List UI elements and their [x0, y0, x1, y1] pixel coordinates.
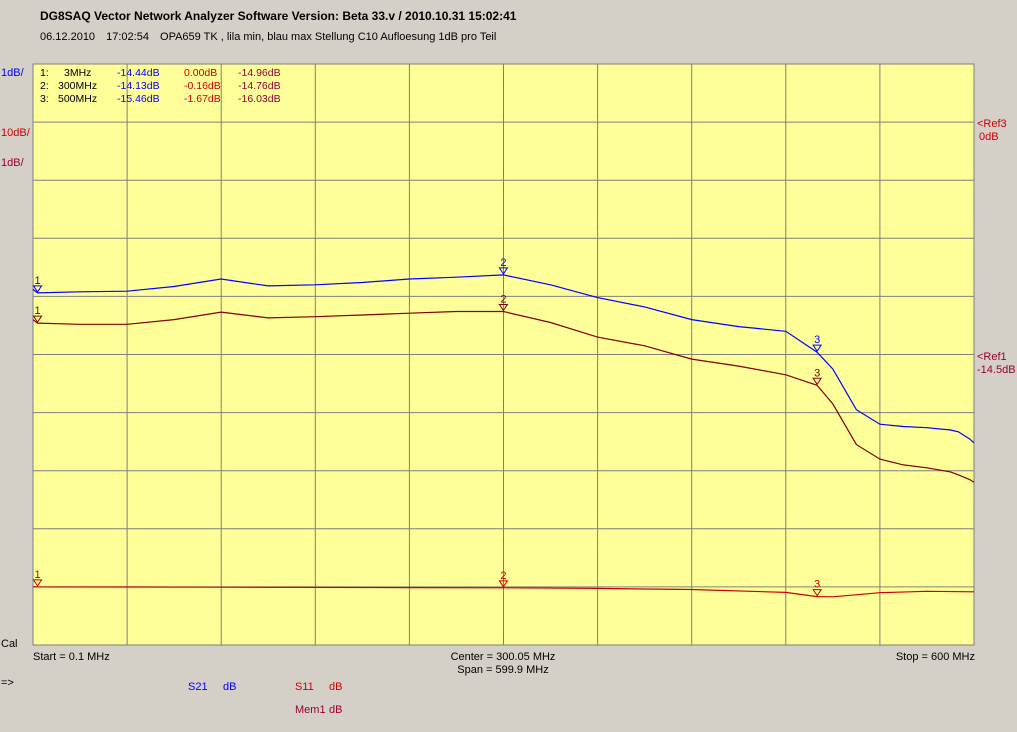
marker-idx: 2: [40, 80, 49, 92]
time-label: 17:02:54 [106, 31, 149, 43]
marker-triangle-3 [812, 344, 823, 353]
date-label: 06.12.2010 [40, 31, 96, 43]
marker-number-2: 2 [500, 294, 506, 306]
s11-ref-label: <Ref3 [977, 118, 1007, 130]
legend-s21[interactable]: S21 [188, 681, 208, 693]
marker-mem: -14.76dB [238, 80, 281, 92]
marker-s11: -1.67dB [184, 93, 221, 105]
legend-mem-unit[interactable]: dB [329, 704, 342, 716]
trace-s11 [32, 586, 975, 598]
marker-mem: -14.96dB [238, 67, 281, 79]
legend-s21-unit[interactable]: dB [223, 681, 236, 693]
s11-scale-label: 10dB/ [1, 127, 31, 139]
legend-s11-unit[interactable]: dB [329, 681, 342, 693]
marker-freq: 500MHz [58, 93, 97, 105]
marker-triangle-2 [498, 267, 509, 275]
marker-number-3: 3 [814, 334, 820, 346]
marker-s11: 0.00dB [184, 67, 217, 79]
marker-freq: 300MHz [58, 80, 97, 92]
app-title: DG8SAQ Vector Network Analyzer Software … [40, 9, 517, 23]
arrow-prompt[interactable]: => [1, 677, 14, 689]
marker-triangle-1 [32, 285, 43, 293]
center-freq-label: Center = 300.05 MHz [451, 651, 556, 663]
traces [32, 274, 975, 598]
mem-ref-label: <Ref1 [977, 351, 1007, 363]
marker-idx: 3: [40, 93, 49, 105]
marker-freq: 3MHz [64, 67, 91, 79]
legend-s11[interactable]: S11 [295, 681, 314, 693]
marker-number-1: 1 [34, 305, 40, 317]
trace-mem1 [32, 310, 975, 483]
marker-number-1: 1 [34, 569, 40, 581]
marker-row-1: 1: 3MHz -14.44dB 0.00dB -14.96dB [40, 67, 281, 79]
comment-label: OPA659 TK , lila min, blau max Stellung … [160, 31, 497, 43]
start-freq-label: Start = 0.1 MHz [33, 651, 110, 663]
legend-mem[interactable]: Mem1 [295, 704, 326, 716]
marker-row-3: 3: 500MHz -15.46dB -1.67dB -16.03dB [40, 93, 281, 105]
marker-number-2: 2 [500, 570, 506, 582]
marker-row-2: 2: 300MHz -14.13dB -0.16dB -14.76dB [40, 80, 281, 92]
marker-s11: -0.16dB [184, 80, 221, 92]
grid-lines [33, 64, 974, 645]
stop-freq-label: Stop = 600 MHz [896, 651, 975, 663]
marker-mem: -16.03dB [238, 93, 281, 105]
trace-s21 [32, 274, 975, 444]
marker-s21: -14.13dB [117, 80, 160, 92]
marker-idx: 1: [40, 67, 49, 79]
marker-s21: -15.46dB [117, 93, 160, 105]
marker-table: 1: 3MHz -14.44dB 0.00dB -14.96dB 2: 300M… [40, 67, 281, 105]
marker-triangle-3 [812, 589, 823, 597]
marker-glyphs: 1 2 3 1 2 3 1 2 3 [32, 257, 823, 597]
mem-scale-label: 1dB/ [1, 157, 25, 169]
marker-triangle-2 [498, 580, 509, 588]
cal-label[interactable]: Cal [1, 638, 18, 650]
marker-triangle-1 [32, 315, 43, 324]
s11-ref-value: 0dB [979, 131, 999, 143]
s21-scale-label: 1dB/ [1, 67, 25, 79]
marker-number-1: 1 [34, 275, 40, 287]
marker-number-3: 3 [814, 579, 820, 591]
marker-triangle-2 [498, 304, 509, 312]
span-label: Span = 599.9 MHz [457, 664, 548, 676]
info-line: 06.12.2010 17:02:54 OPA659 TK , lila min… [40, 31, 504, 43]
mem-ref-value: -14.5dB [977, 364, 1016, 376]
marker-s21: -14.44dB [117, 67, 160, 79]
marker-triangle-3 [812, 377, 823, 386]
marker-number-2: 2 [500, 257, 506, 269]
marker-triangle-1 [32, 579, 43, 587]
marker-number-3: 3 [814, 367, 820, 379]
